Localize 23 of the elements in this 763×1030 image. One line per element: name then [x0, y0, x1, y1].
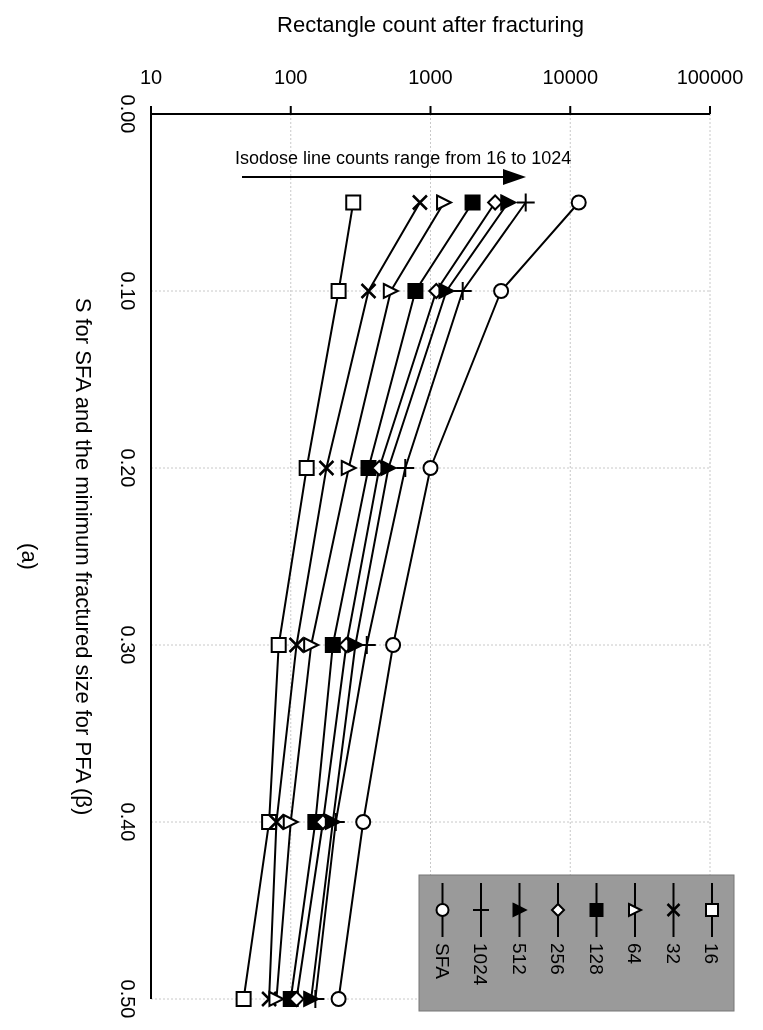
y-tick-label: 0.50 — [117, 979, 139, 1019]
legend-entry: SFA — [431, 882, 453, 979]
x-axis-title: Rectangle count after fracturing — [277, 12, 584, 37]
legend-entry: 256 — [547, 882, 568, 975]
legend-entry: 16 — [701, 882, 722, 965]
y-axis-title: S for SFA and the minimum fractured size for PFA (β) — [71, 297, 96, 816]
x-tick-label: 100 — [274, 66, 308, 88]
y-tick-label: 0.30 — [117, 625, 139, 665]
y-tick-label: 0.40 — [117, 802, 139, 842]
x-tick-label: 10 — [139, 66, 163, 88]
x-tick-label: 10000 — [542, 66, 599, 88]
legend-entry: 512 — [508, 882, 530, 975]
y-tick-label: 0.00 — [117, 94, 139, 134]
legend-entry: 1024 — [470, 882, 491, 986]
x-tick-label: 1000 — [408, 66, 453, 88]
legend-entry: 64 — [624, 882, 645, 965]
legend-entry: 32 — [662, 882, 684, 965]
text: (a) — [17, 543, 42, 570]
x-tick-label: 100000 — [676, 66, 744, 88]
legend-entry: 128 — [585, 882, 607, 975]
y-tick-label: 0.20 — [117, 448, 139, 488]
y-tick-label: 0.10 — [117, 271, 139, 311]
annotation: Isodose line counts range from 16 to 1024 — [235, 148, 572, 168]
